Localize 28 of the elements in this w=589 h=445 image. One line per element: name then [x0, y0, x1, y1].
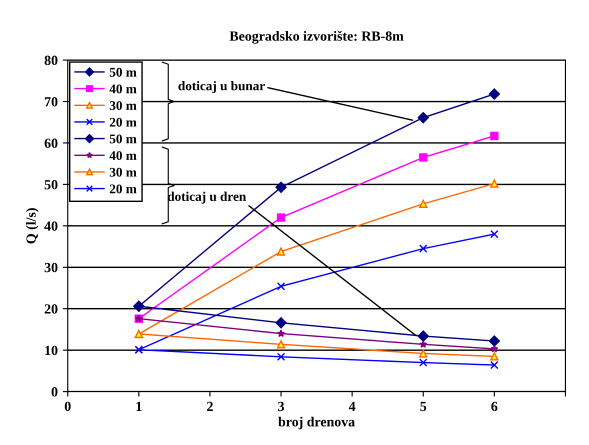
x-tick-label: 6 [491, 402, 498, 412]
x-tick-label: 0 [64, 402, 71, 412]
y-tick-label: 80 [44, 56, 58, 66]
legend-label: 20 m [110, 184, 137, 194]
legend-label: 20 m [110, 118, 137, 127]
y-tick-label: 50 [44, 180, 58, 190]
x-tick-label: 5 [420, 402, 426, 412]
legend-label: 50 m [110, 68, 137, 77]
y-tick-label: 70 [44, 97, 58, 106]
legend-label: 40 m [109, 151, 137, 160]
legend-label: 30 m [110, 101, 137, 110]
y-tick-label: 60 [44, 138, 58, 148]
legend-label: 40 m [109, 84, 137, 94]
legend-label: 50 m [110, 134, 137, 144]
y-tick-label: 40 [44, 221, 58, 231]
y-tick-label: 30 [44, 262, 58, 272]
x-tick-label: 4 [348, 402, 356, 411]
x-tick-label: 1 [136, 402, 142, 411]
legend-label: 30 m [110, 168, 137, 177]
annotation: doticaj u bunar [178, 81, 265, 93]
chart-title: Beogradsko izvorište: RB-8m [230, 30, 404, 44]
x-tick-label: 3 [278, 402, 284, 412]
y-tick-label: 20 [44, 304, 58, 314]
x-tick-label: 2 [207, 402, 213, 411]
y-tick-label: 10 [45, 346, 58, 356]
y-axis-title: Q (l/s) [26, 208, 39, 244]
x-axis-title: broj drenova [278, 416, 355, 430]
y-tick-label: 0 [52, 387, 58, 397]
